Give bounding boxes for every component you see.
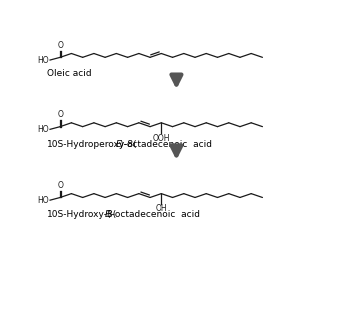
Text: HO: HO bbox=[37, 196, 49, 205]
Text: HO: HO bbox=[37, 125, 49, 134]
Text: E: E bbox=[116, 140, 122, 149]
Text: O: O bbox=[58, 110, 64, 119]
Text: 10S-Hydroxy-8(: 10S-Hydroxy-8( bbox=[47, 210, 117, 219]
Text: 10S-Hydroperoxy-8(: 10S-Hydroperoxy-8( bbox=[47, 140, 138, 149]
Text: Oleic acid: Oleic acid bbox=[47, 69, 92, 78]
Text: O: O bbox=[58, 181, 64, 190]
Text: E: E bbox=[104, 210, 110, 219]
Text: OH: OH bbox=[156, 204, 167, 213]
Text: HO: HO bbox=[37, 56, 49, 65]
Text: )-octadecenoic  acid: )-octadecenoic acid bbox=[108, 210, 200, 219]
Text: O: O bbox=[58, 41, 64, 50]
Text: OOH: OOH bbox=[152, 133, 170, 142]
Text: )-octadecenoic  acid: )-octadecenoic acid bbox=[120, 140, 212, 149]
